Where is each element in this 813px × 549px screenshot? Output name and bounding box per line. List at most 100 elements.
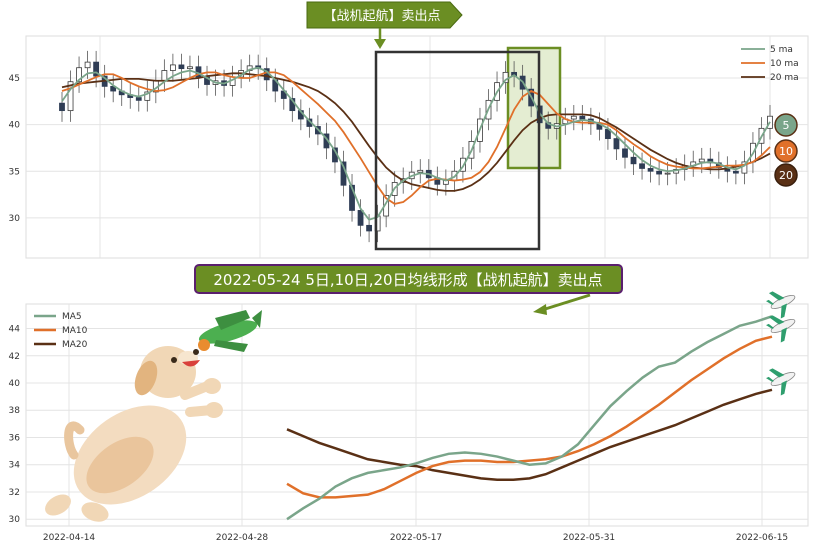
candle [417, 169, 424, 173]
badge-ma10 [774, 139, 798, 163]
y-tick-label: 40 [9, 379, 21, 389]
top-plot-area [25, 35, 809, 259]
y-tick-label: 36 [9, 433, 21, 443]
candle [630, 156, 637, 165]
dog-ear [134, 360, 158, 396]
x-tick-label: 2022-05-17 [390, 533, 442, 543]
y-tick-label: 42 [9, 352, 20, 362]
ma-line-ma5 [61, 66, 771, 221]
top-banner-text: 【战机起航】卖出点 [323, 8, 440, 24]
series-line-MA5 [286, 315, 773, 521]
candle [613, 138, 620, 150]
candle [647, 168, 654, 172]
bottom-x-axis: 2022-04-14 2022-04-28 2022-05-17 2022-05-31… [43, 533, 788, 543]
dog-hind-paw [45, 494, 71, 516]
candle [59, 102, 65, 112]
candle [656, 170, 663, 175]
bottom-banner-text: 2022-05-24 5日,10日,20日均线形成【战机起航】卖出点 [213, 271, 602, 289]
candle [76, 67, 82, 83]
top-ma-lines [61, 66, 771, 221]
top-y-axis: 30 35 40 45 [9, 74, 21, 224]
candle [178, 64, 185, 70]
dog-belly [86, 436, 154, 494]
legend-label-ma20: 20 ma [770, 73, 799, 83]
y-tick-label: 38 [9, 406, 21, 416]
x-tick-label: 2022-04-28 [216, 533, 269, 543]
badge-ma10-label: 10 [779, 145, 793, 158]
y-tick-label: 30 [9, 214, 21, 224]
x-tick-label: 2022-05-31 [563, 533, 615, 543]
legend-label-MA10: MA10 [62, 326, 88, 336]
candle [570, 115, 577, 120]
jet-icon [766, 315, 796, 343]
badge-ma5 [774, 113, 798, 137]
y-tick-label: 45 [9, 74, 20, 84]
toy-plane-wing-2 [214, 340, 248, 352]
dog-nose [193, 349, 199, 355]
candle [349, 184, 355, 211]
candle [366, 224, 372, 232]
y-tick-label: 40 [9, 121, 21, 131]
bottom-ma-lines [286, 315, 773, 521]
y-tick-label: 30 [9, 515, 21, 525]
candle [84, 61, 91, 69]
candle [622, 148, 628, 158]
dog-hind-paw-2 [81, 502, 109, 522]
candle [732, 170, 739, 174]
bottom-banner-arrowhead [533, 304, 547, 315]
candle [169, 64, 176, 71]
candle [664, 172, 671, 175]
candle [698, 158, 705, 163]
top-banner: 【战机起航】卖出点 [306, 1, 463, 49]
top-banner-shape [306, 1, 463, 29]
y-tick-label: 34 [9, 461, 21, 471]
pattern-box [374, 50, 541, 251]
toy-plane-tail [252, 310, 262, 328]
ma-badges: 5 10 20 [774, 113, 798, 187]
dog-eye [171, 357, 177, 363]
top-legend: 5 ma 10 ma 20 ma [741, 45, 799, 83]
dog-front-legs [180, 380, 217, 417]
y-tick-label: 44 [9, 325, 21, 335]
toy-plane-body [198, 320, 258, 344]
toy-plane-propeller [198, 339, 210, 351]
bottom-legend: MA5 MA10 MA20 [34, 312, 88, 350]
bottom-banner: 2022-05-24 5日,10日,20日均线形成【战机起航】卖出点 [194, 264, 623, 315]
series-line-MA10 [286, 335, 773, 499]
candle [67, 81, 74, 112]
jet-icons [766, 291, 796, 396]
top-banner-arrowhead [374, 39, 386, 49]
toy-plane-wing [215, 310, 250, 330]
bottom-y-axis: 30 32 34 36 38 40 42 44 [9, 325, 21, 526]
candle [707, 158, 714, 164]
top-panel: 30 35 40 45 5 ma 10 ma 20 ma 5 10 20 【战机起航】… [9, 1, 809, 259]
candle [639, 163, 645, 169]
bottom-banner-pointer [541, 293, 591, 312]
series-line-MA20 [286, 388, 773, 481]
x-tick-label: 2022-06-15 [736, 533, 788, 543]
candle [135, 97, 142, 101]
top-grid [26, 36, 808, 258]
y-tick-label: 32 [9, 488, 20, 498]
candle [357, 210, 364, 226]
badge-ma20-label: 20 [779, 169, 793, 182]
toy-plane-icon [198, 310, 262, 352]
legend-label-MA20: MA20 [62, 340, 88, 350]
ma-line-ma10 [61, 71, 771, 205]
ma-line-ma20 [61, 72, 771, 192]
candle [144, 91, 151, 101]
x-tick-label: 2022-04-14 [43, 533, 96, 543]
y-tick-label: 35 [9, 167, 20, 177]
bottom-banner-shape [194, 264, 623, 294]
dog-illustration [45, 346, 223, 522]
legend-label-ma10: 10 ma [770, 59, 799, 69]
candle [187, 66, 193, 70]
candle [161, 70, 168, 82]
badge-ma20 [774, 163, 798, 187]
dog-mouth [182, 360, 200, 367]
jet-icon [766, 291, 796, 319]
legend-label-ma5: 5 ma [770, 45, 793, 55]
legend-label-MA5: MA5 [62, 312, 82, 322]
